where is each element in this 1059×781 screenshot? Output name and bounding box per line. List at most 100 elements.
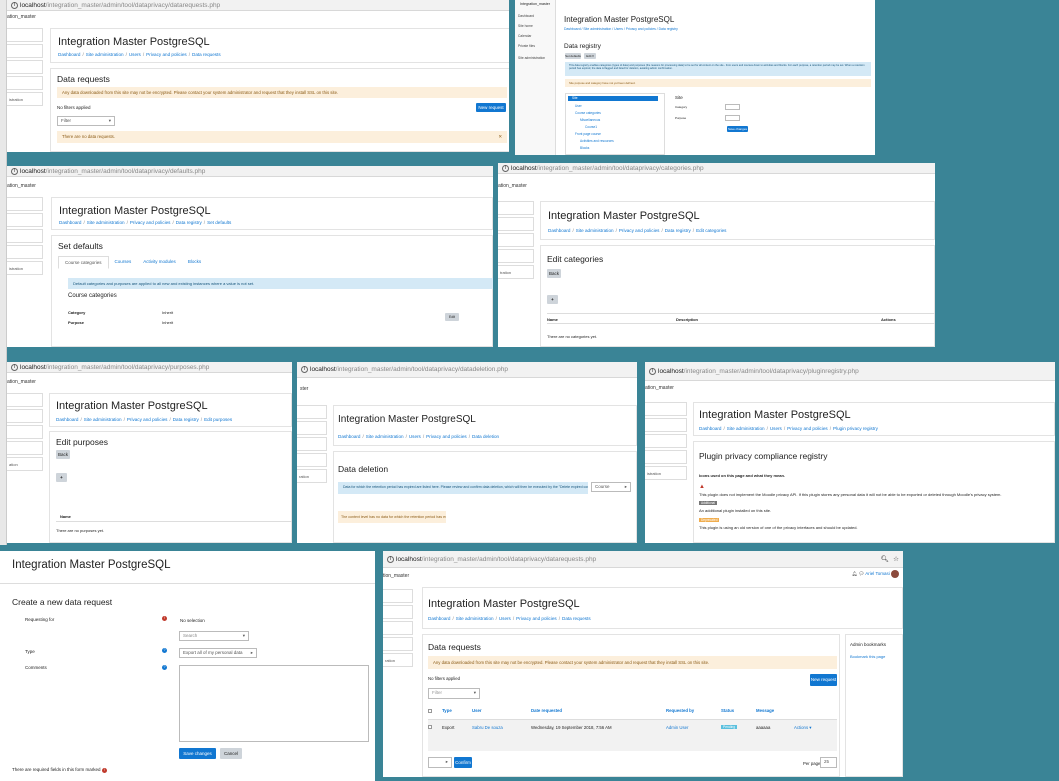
- crumb[interactable]: Edit categories: [696, 228, 727, 233]
- edit-menu-button[interactable]: Edit ▾: [584, 53, 596, 59]
- tree-item[interactable]: Activities and resources: [580, 139, 614, 143]
- crumb[interactable]: Data registry: [175, 220, 202, 225]
- bell-icon[interactable]: 🔔︎: [851, 571, 858, 577]
- nav-item[interactable]: [297, 421, 327, 435]
- cell-requested-by[interactable]: Admin User: [666, 725, 689, 730]
- nav-item[interactable]: Calendar: [518, 34, 532, 38]
- nav-item[interactable]: [7, 44, 43, 58]
- crumb[interactable]: Site administration: [85, 52, 124, 57]
- crumb[interactable]: Data requests: [562, 616, 591, 621]
- tree-item[interactable]: Course1: [585, 125, 598, 129]
- crumb[interactable]: Dashboard: [59, 220, 82, 225]
- filter-select[interactable]: Filter ▾: [57, 116, 115, 126]
- avatar[interactable]: [891, 570, 899, 578]
- nav-item-site-admin[interactable]: ration: [383, 653, 413, 667]
- col-date-requested[interactable]: Date requested: [531, 708, 563, 713]
- crumb[interactable]: Users: [769, 426, 782, 431]
- nav-item[interactable]: [7, 409, 43, 423]
- crumb[interactable]: Site administration: [365, 434, 404, 439]
- crumb[interactable]: Privacy and policies: [146, 52, 187, 57]
- nav-item[interactable]: [297, 453, 327, 467]
- save-changes-button[interactable]: Save changes: [179, 748, 216, 759]
- nav-item[interactable]: [7, 393, 43, 407]
- close-icon[interactable]: ✕: [498, 134, 502, 139]
- nav-item[interactable]: [498, 249, 534, 263]
- nav-item[interactable]: [7, 60, 43, 74]
- add-purpose-button[interactable]: +: [56, 473, 67, 482]
- help-icon[interactable]: ?: [162, 648, 167, 653]
- crumb[interactable]: Site administration: [726, 426, 765, 431]
- tab-course-categories[interactable]: Course categories: [58, 256, 109, 269]
- tree-item[interactable]: User: [575, 104, 582, 108]
- tree-item[interactable]: Course categories: [575, 111, 601, 115]
- crumb[interactable]: Site administration: [455, 616, 494, 621]
- nav-item[interactable]: [383, 621, 413, 635]
- type-select[interactable]: Export all of my personal data ▸: [179, 648, 257, 658]
- tree-item[interactable]: Front page course: [575, 132, 601, 136]
- tab-activity-modules[interactable]: Activity modules: [143, 259, 176, 264]
- user-name[interactable]: Ariel Tomasi: [865, 571, 890, 577]
- nav-item[interactable]: [498, 233, 534, 247]
- tree-site-selected[interactable]: [568, 96, 658, 101]
- crumb[interactable]: Edit purposes: [204, 417, 233, 422]
- crumb[interactable]: Site administration: [575, 228, 614, 233]
- nav-item[interactable]: [7, 28, 43, 42]
- nav-item[interactable]: [645, 418, 687, 432]
- nav-item[interactable]: [498, 217, 534, 231]
- crumb[interactable]: Privacy and policies: [516, 616, 557, 621]
- tree-item[interactable]: Miscellaneous: [580, 118, 601, 122]
- confirm-button[interactable]: Confirm: [454, 757, 472, 768]
- url-bar[interactable]: i localhost/integration_master/admin/tool…: [297, 362, 637, 378]
- url-bar[interactable]: i localhost/integration_master/admin/tool…: [498, 163, 935, 174]
- nav-item-site-admin[interactable]: istration: [7, 92, 43, 106]
- nav-item-site-admin[interactable]: istration: [645, 466, 687, 480]
- tab-courses[interactable]: Courses: [114, 259, 132, 264]
- nav-item-site-admin[interactable]: tration: [498, 265, 534, 279]
- category-select[interactable]: [725, 104, 740, 110]
- nav-item[interactable]: [498, 201, 534, 215]
- crumb[interactable]: Plugin privacy registry: [833, 426, 878, 431]
- user-menu[interactable]: 🔔︎ 💬︎ Ariel Tomasi: [852, 570, 899, 578]
- new-request-button[interactable]: New request: [810, 674, 837, 686]
- nav-item[interactable]: [645, 434, 687, 448]
- col-status[interactable]: Status: [721, 708, 735, 713]
- save-changes-button[interactable]: Save changes: [727, 126, 748, 132]
- nav-item[interactable]: Dashboard: [518, 14, 535, 18]
- nav-item[interactable]: [383, 605, 413, 619]
- purpose-select[interactable]: [725, 115, 740, 121]
- crumb[interactable]: Site administration: [86, 220, 125, 225]
- crumb[interactable]: Data registry: [664, 228, 691, 233]
- nav-item[interactable]: [7, 213, 43, 227]
- set-defaults-button[interactable]: Set defaults: [565, 53, 581, 59]
- url-bar[interactable]: i localhost/integration_master/admin/tool…: [383, 551, 903, 568]
- nav-item[interactable]: [7, 441, 43, 455]
- search-icon[interactable]: 🔍︎: [880, 556, 889, 563]
- nav-item-site-admin[interactable]: ation: [7, 457, 43, 471]
- url-bar[interactable]: i localhost/integration_master/admin/tool…: [7, 0, 509, 11]
- edit-button[interactable]: Edit: [445, 313, 459, 321]
- col-message[interactable]: Message: [756, 708, 775, 713]
- crumb[interactable]: Privacy and policies: [426, 434, 467, 439]
- bookmark-link[interactable]: Bookmark this page: [850, 654, 886, 659]
- crumb[interactable]: Set defaults: [207, 220, 232, 225]
- nav-item[interactable]: [645, 450, 687, 464]
- cell-user[interactable]: Sabru De souza: [472, 725, 503, 730]
- chat-icon[interactable]: 💬︎: [858, 571, 865, 577]
- tree-item[interactable]: Blocks: [580, 146, 590, 150]
- url-bar[interactable]: i localhost/integration_master/admin/tool…: [645, 362, 1055, 381]
- nav-item[interactable]: [383, 637, 413, 651]
- crumb[interactable]: Privacy and policies: [618, 228, 660, 233]
- nav-item[interactable]: Private files: [518, 44, 536, 48]
- cancel-button[interactable]: Cancel: [220, 748, 242, 759]
- context-level-select[interactable]: Course ▸: [591, 482, 631, 492]
- star-icon[interactable]: ☆: [893, 556, 899, 563]
- crumb[interactable]: Dashboard: [338, 434, 361, 439]
- crumb[interactable]: Privacy and policies: [787, 426, 828, 431]
- url-bar[interactable]: i localhost/integration_master/admin/tool…: [7, 166, 493, 177]
- crumb[interactable]: Users: [408, 434, 421, 439]
- url-bar[interactable]: i localhost/integration_master/admin/tool…: [7, 362, 292, 373]
- col-user[interactable]: User: [472, 708, 482, 713]
- bulk-action-select[interactable]: ▸: [428, 757, 452, 768]
- nav-item[interactable]: Site home: [518, 24, 533, 28]
- crumb[interactable]: Dashboard: [58, 52, 81, 57]
